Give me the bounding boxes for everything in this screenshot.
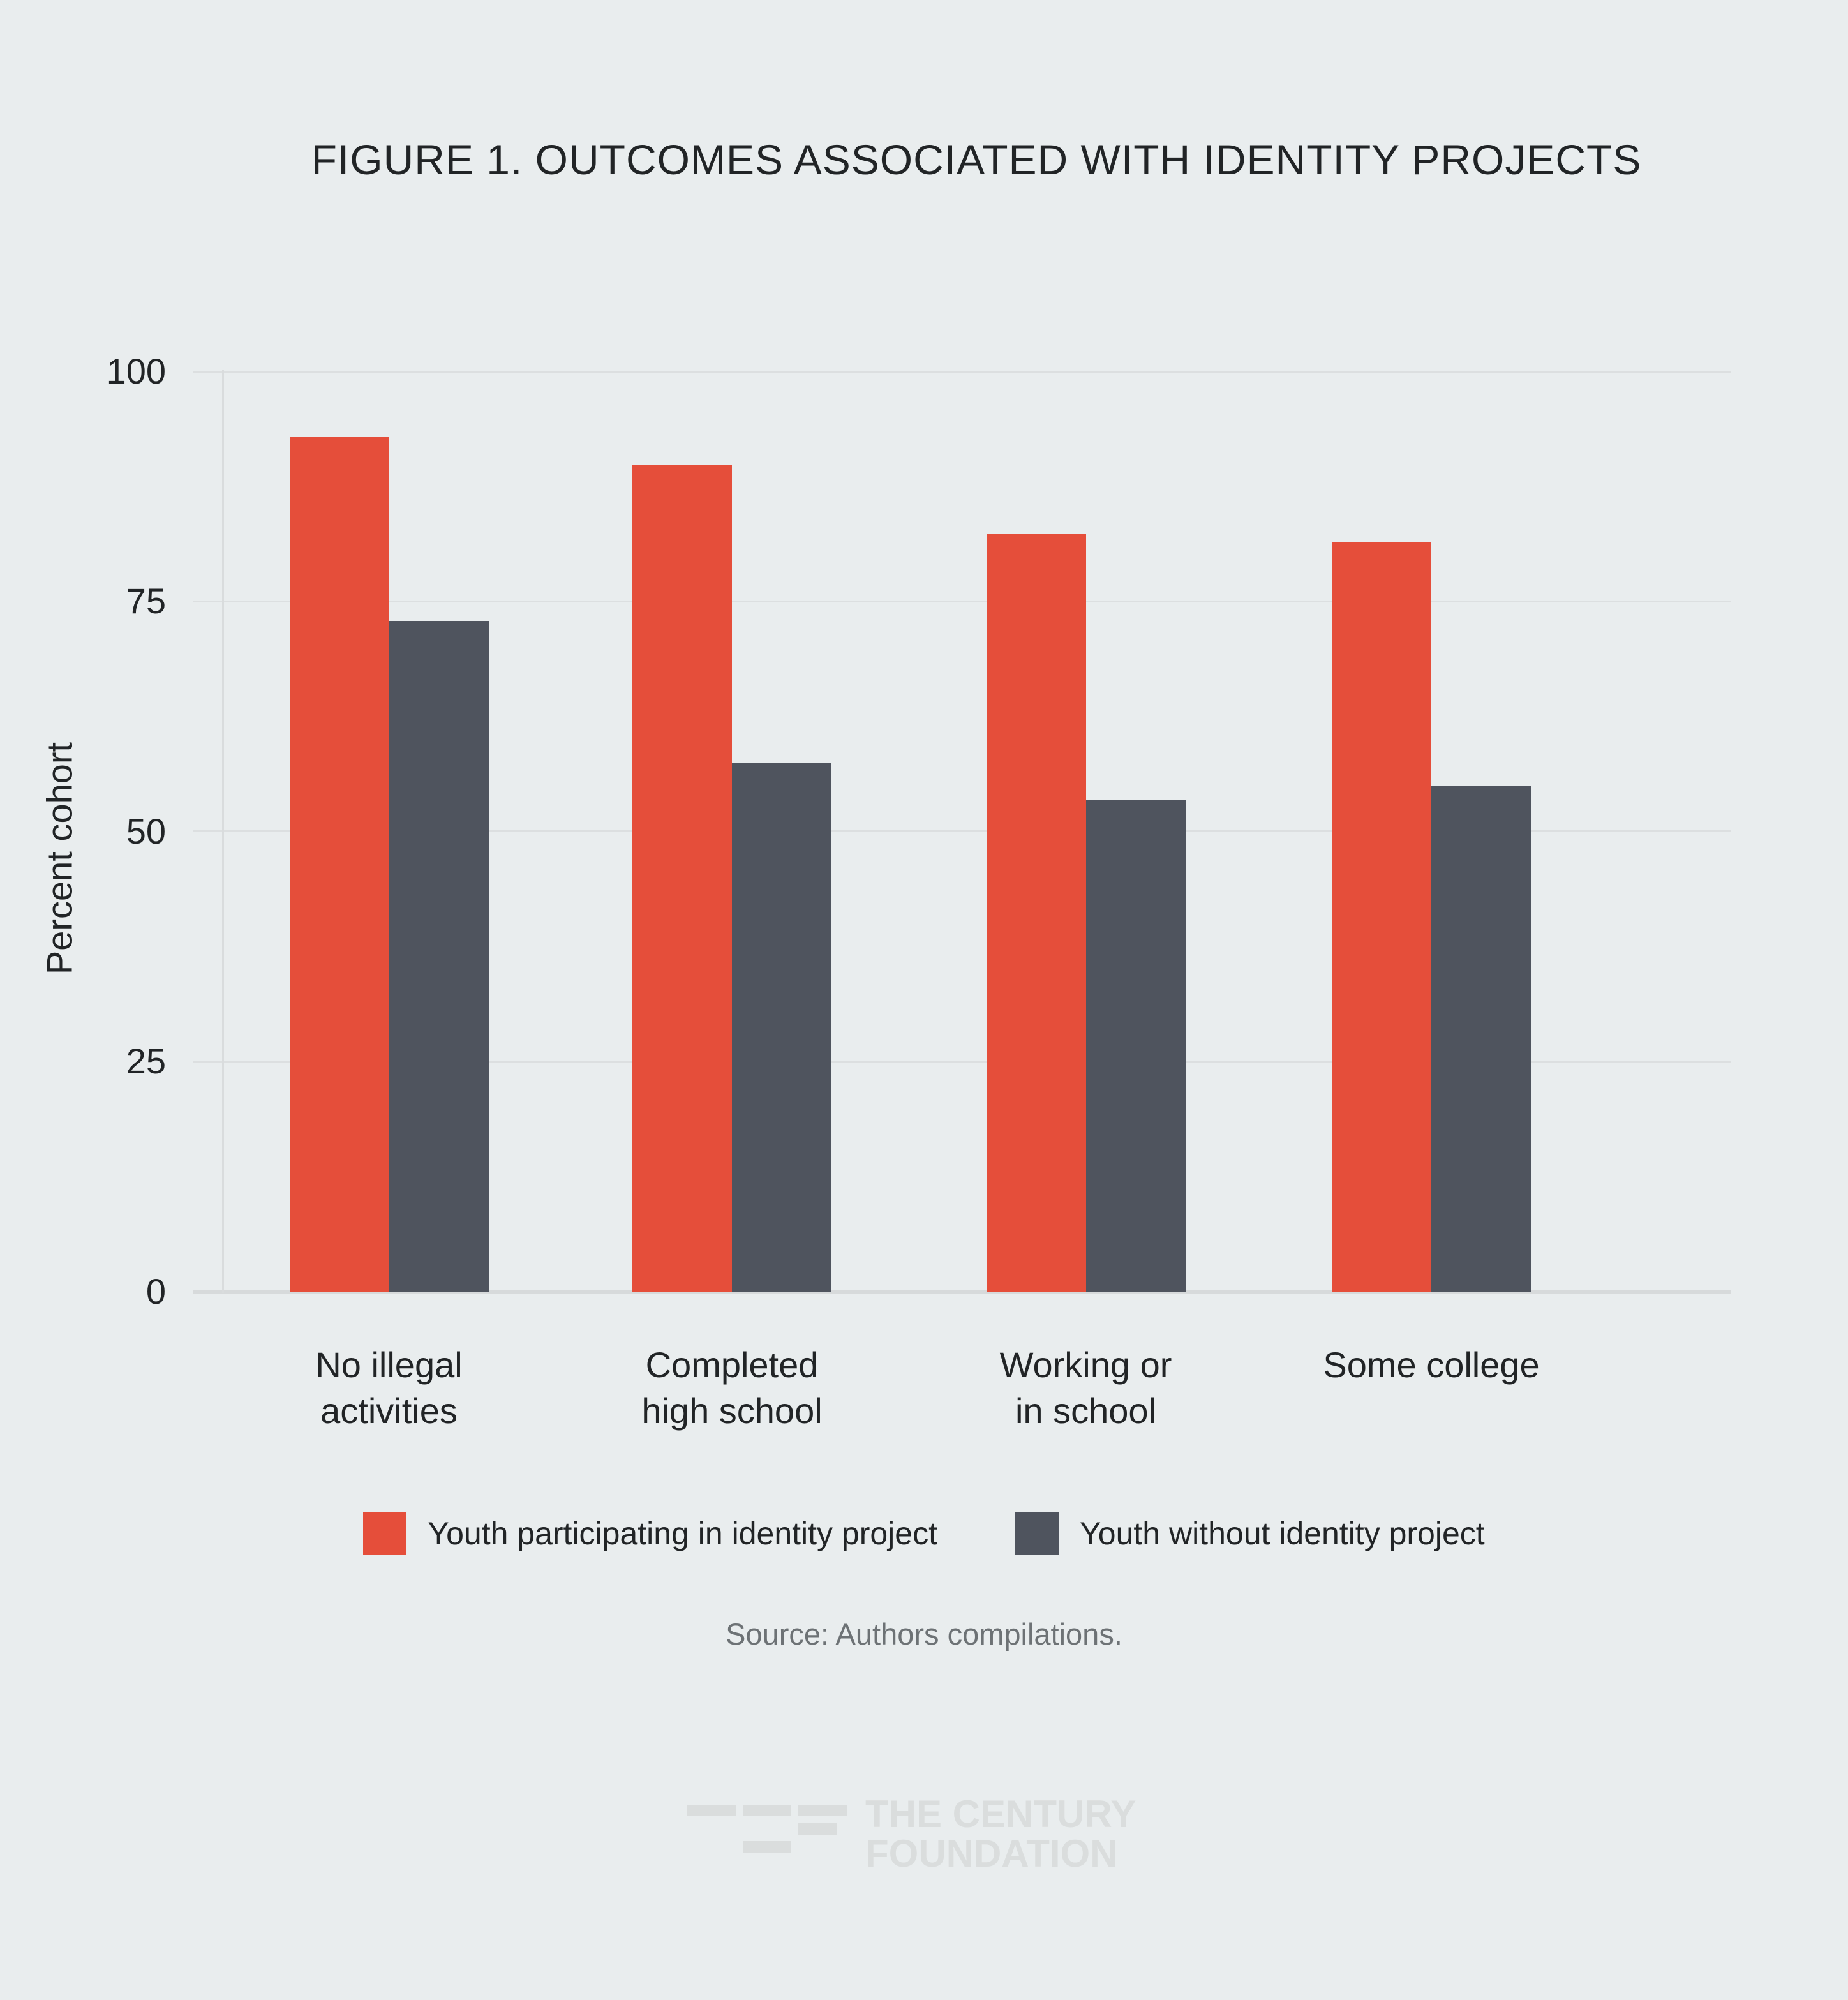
gridline-25 <box>193 1060 1731 1063</box>
legend-swatch-icon <box>1015 1512 1059 1555</box>
legend-label-2: Youth without identity project <box>1080 1516 1485 1551</box>
bar-series1-completed <box>632 464 732 1292</box>
legend-label-1: Youth participating in identity project <box>428 1516 937 1551</box>
y-tick-label-100: 100 <box>106 351 166 391</box>
tcf-logo-mark-bar <box>687 1805 736 1816</box>
gridline-50 <box>193 830 1731 833</box>
gridline-100 <box>193 370 1731 373</box>
y-tick-label-25: 25 <box>126 1041 166 1082</box>
bar-series1-some-college <box>1332 542 1431 1292</box>
bar-series1-no-illegal <box>289 437 389 1292</box>
bar-series1-working-or <box>986 533 1086 1292</box>
bar-series2-working-or <box>1085 800 1186 1292</box>
legend-item-1: Youth participating in identity project <box>363 1512 937 1555</box>
y-axis-line <box>222 370 224 1293</box>
gridline-75 <box>193 600 1731 602</box>
chart-legend: Youth participating in identity project Y… <box>0 1512 1848 1555</box>
x-axis-label-2: Completed high school <box>641 1345 823 1431</box>
bar-series2-completed <box>732 763 831 1292</box>
tcf-logo-mark-bar <box>798 1805 847 1816</box>
x-axis-label-1: No illegal activities <box>315 1345 463 1431</box>
x-axis-baseline <box>193 1289 1731 1294</box>
tcf-logo-line1: THE CENTURY <box>865 1793 1136 1835</box>
tcf-logo-mark-bar <box>743 1841 791 1853</box>
y-tick-label-50: 50 <box>126 810 166 851</box>
x-axis-label-3: Working or in school <box>999 1345 1172 1431</box>
tcf-logo-line2: FOUNDATION <box>865 1832 1118 1875</box>
x-axis-label-4: Some college <box>1323 1345 1540 1385</box>
figure-title: FIGURE 1. OUTCOMES ASSOCIATED WITH IDENT… <box>311 136 1642 183</box>
y-tick-label-0: 0 <box>145 1271 166 1311</box>
legend-item-2: Youth without identity project <box>1015 1512 1485 1555</box>
bar-series2-some-college <box>1431 786 1531 1292</box>
legend-swatch-icon <box>363 1512 407 1555</box>
y-tick-label-75: 75 <box>126 581 166 622</box>
tcf-logo-mark-bar <box>743 1805 791 1816</box>
tcf-logo-text: THE CENTURY FOUNDATION <box>865 1795 1136 1874</box>
bar-series2-no-illegal <box>389 620 489 1292</box>
tcf-logo-mark-bar <box>798 1823 837 1835</box>
source-note: Source: Authors compilations. <box>726 1617 1122 1651</box>
